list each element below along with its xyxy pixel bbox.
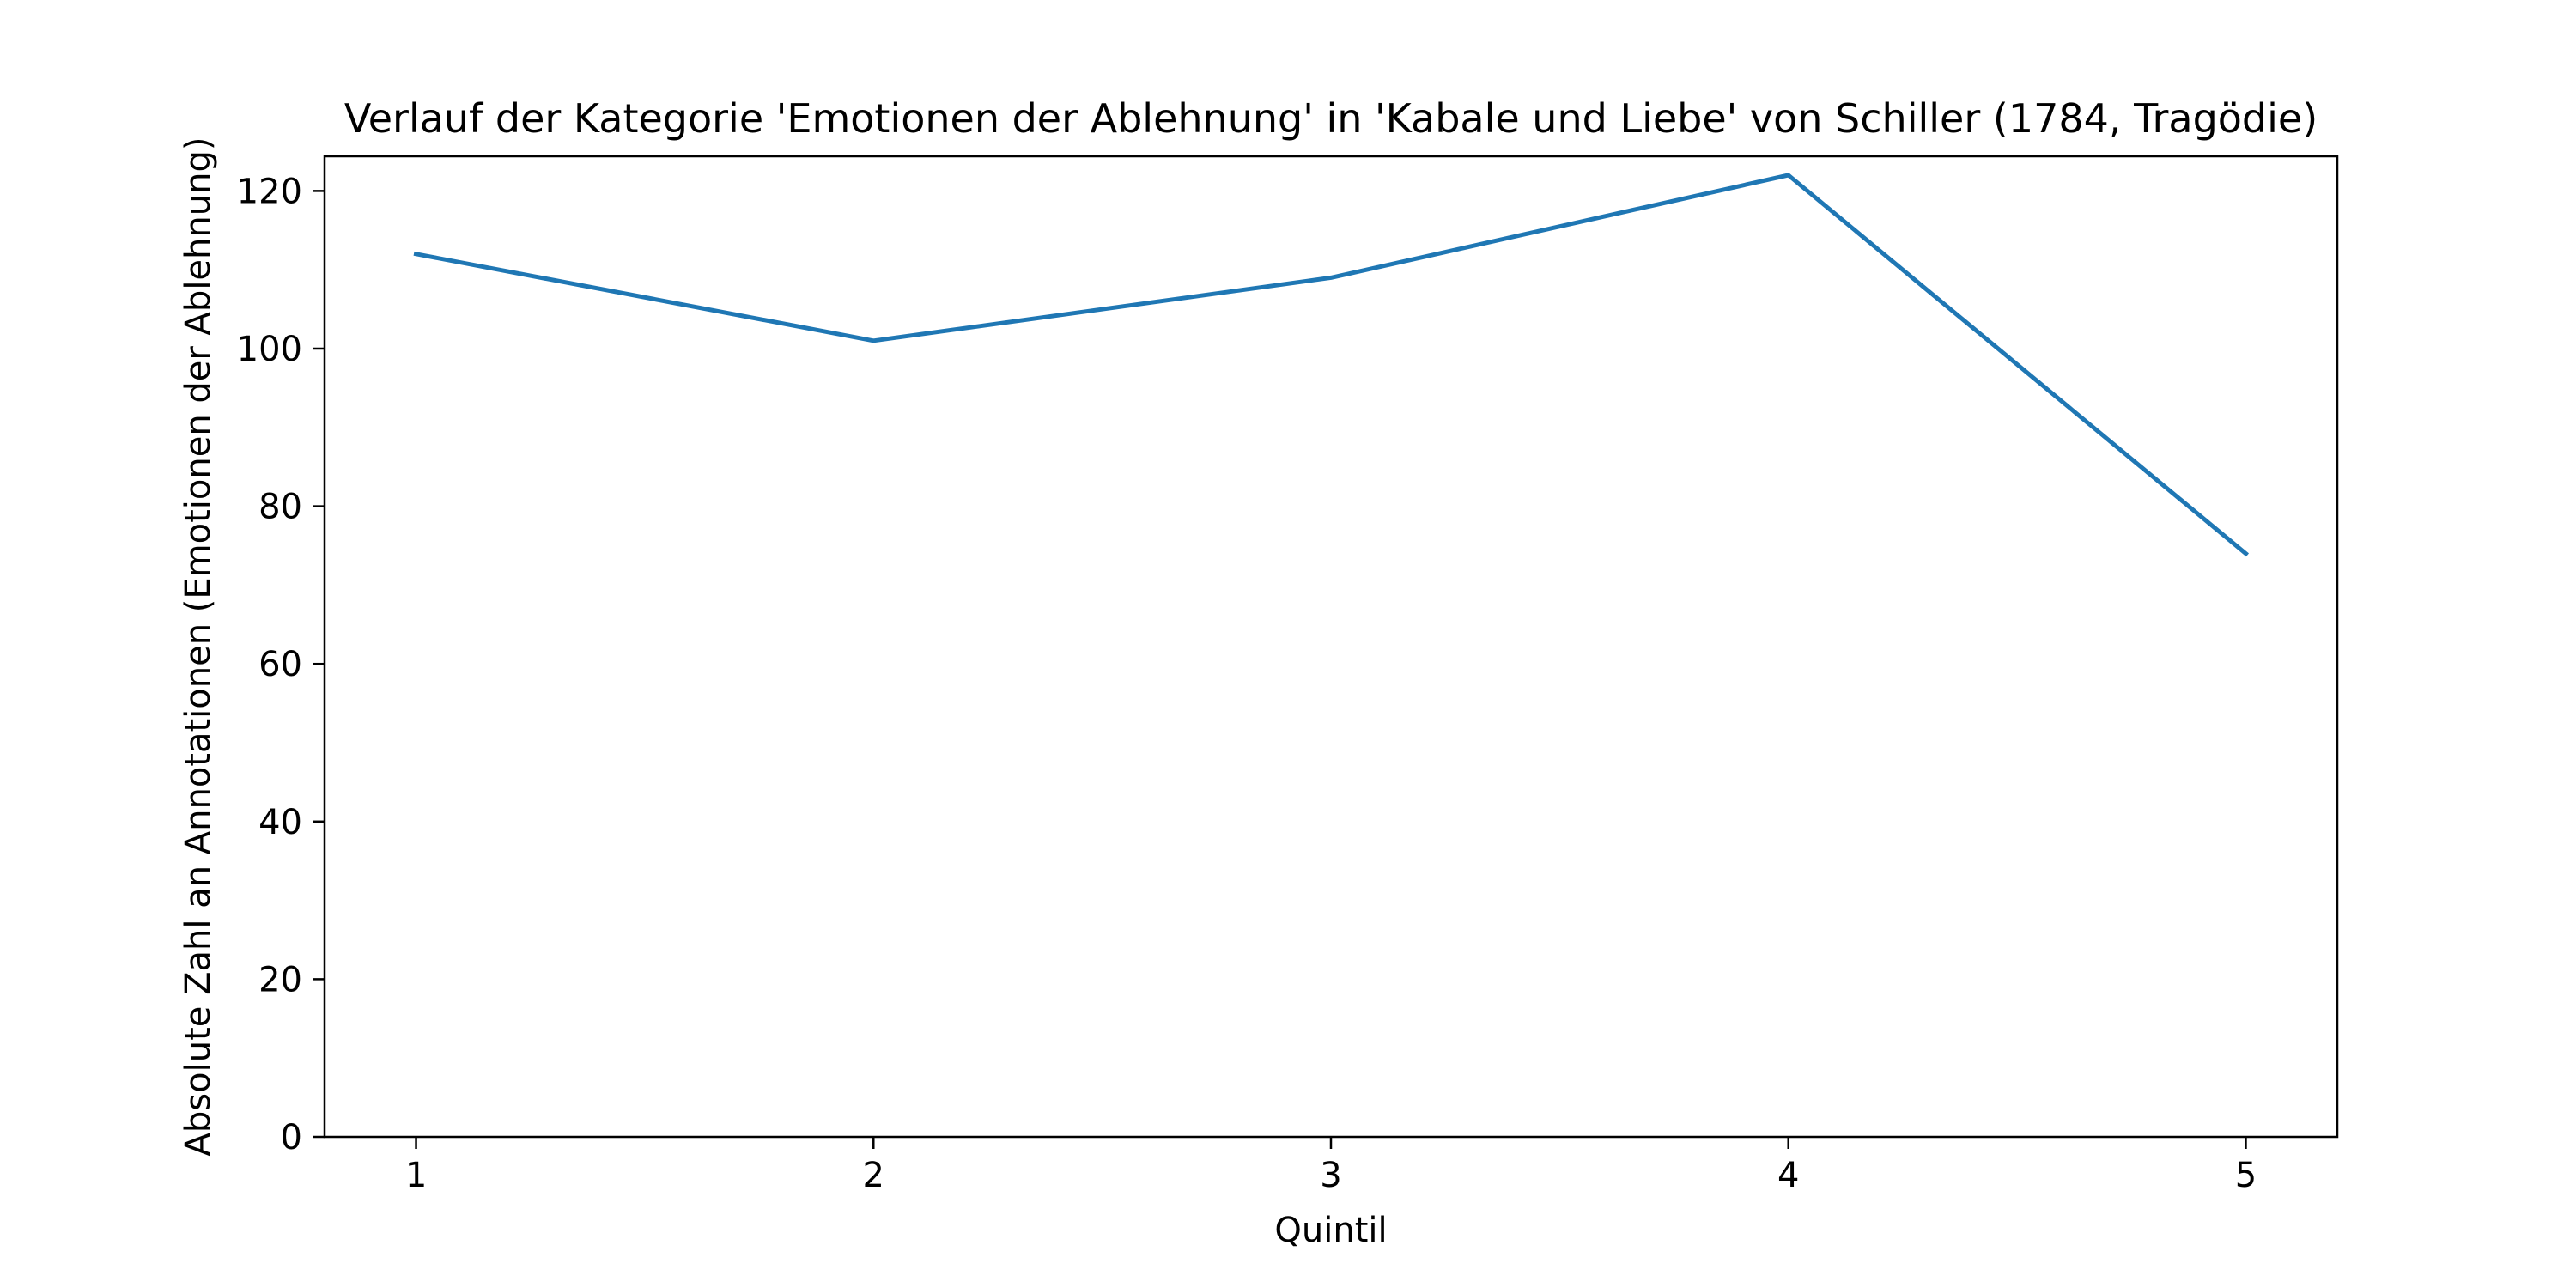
y-tick-label: 100 (237, 330, 302, 369)
series-layer (413, 173, 2250, 557)
chart-title: Verlauf der Kategorie 'Emotionen der Abl… (344, 95, 2318, 142)
y-tick-label: 60 (258, 645, 302, 684)
y-tick-label: 80 (258, 488, 302, 527)
x-tick-label: 3 (1320, 1156, 1341, 1195)
y-tick-label: 120 (237, 172, 302, 211)
x-tick-label: 1 (405, 1156, 427, 1195)
x-tick-label: 2 (863, 1156, 884, 1195)
y-tick-label: 20 (258, 960, 302, 999)
y-tick-label: 0 (281, 1118, 302, 1157)
x-tick-label: 4 (1777, 1156, 1799, 1195)
x-tick-label: 5 (2235, 1156, 2257, 1195)
y-axis-ticks: 0 20 40 60 80 100 120 (237, 172, 325, 1157)
plot-frame (323, 155, 2339, 1139)
x-axis-ticks: 1 2 3 4 5 (405, 1137, 2257, 1195)
x-axis-label: Quintil (1274, 1211, 1387, 1250)
y-axis-label: Absolute Zahl an Annotationen (Emotionen… (179, 137, 218, 1157)
y-tick-label: 40 (258, 803, 302, 842)
series-line (413, 173, 2250, 557)
